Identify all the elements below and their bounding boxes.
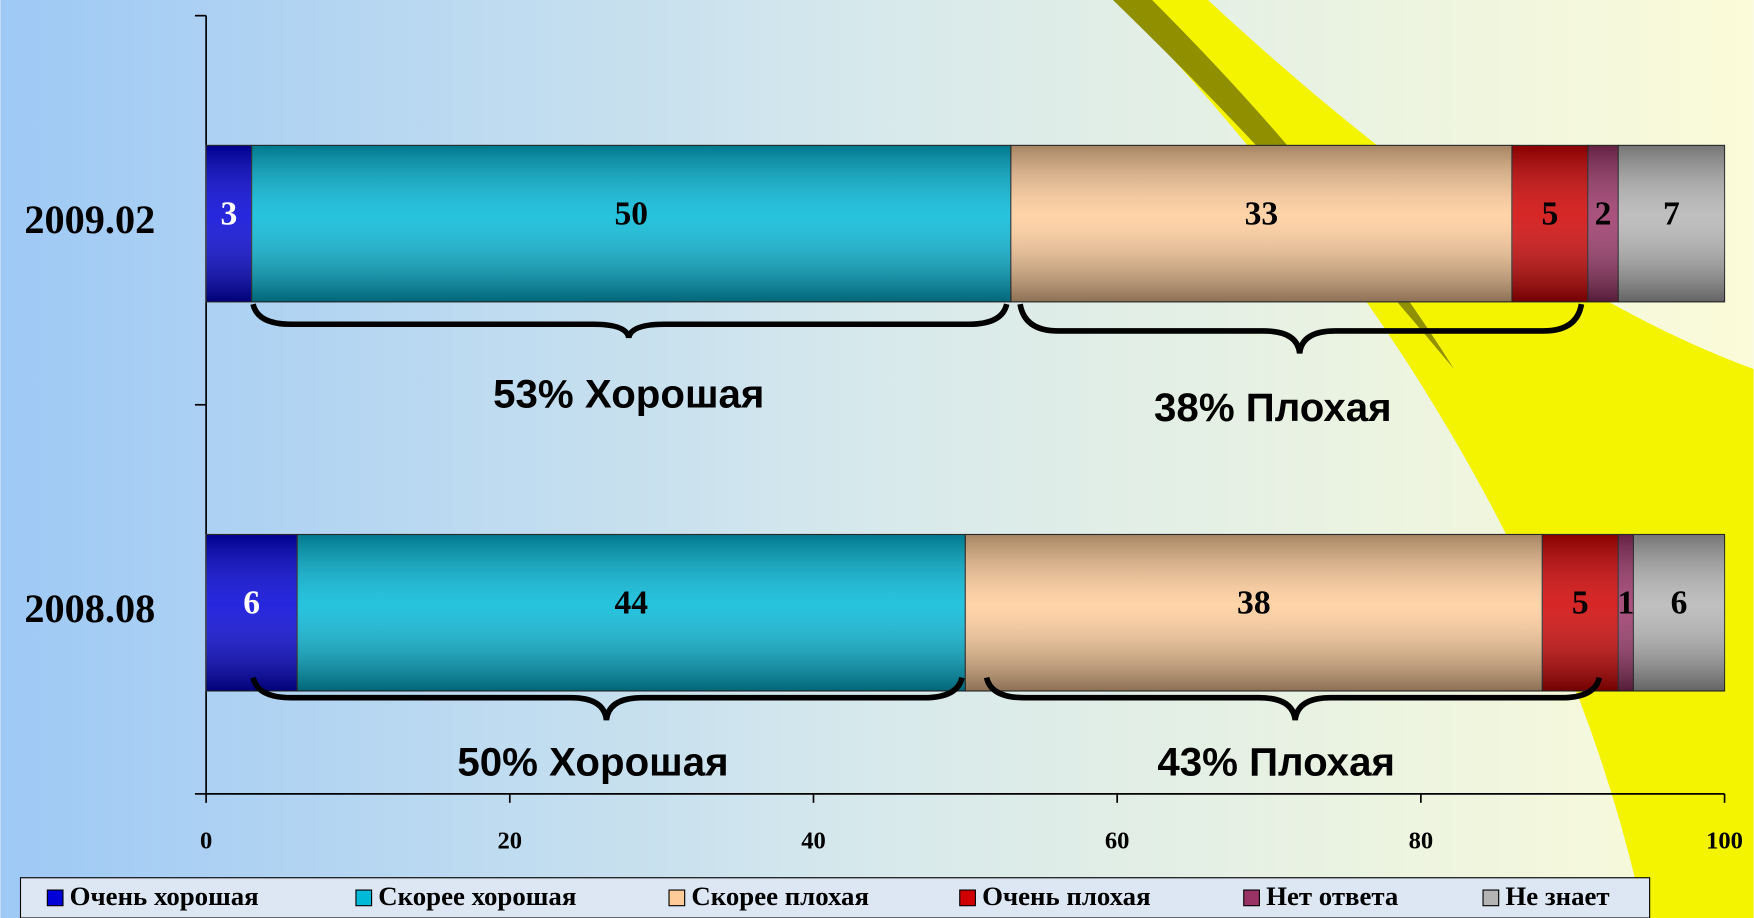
- legend-label: Скорее хорошая: [378, 881, 576, 911]
- data-label: 1: [1617, 585, 1634, 622]
- data-label: 33: [1245, 196, 1279, 233]
- x-tick-label: 80: [1409, 828, 1434, 855]
- legend-label: Скорее плохая: [691, 881, 869, 911]
- brace: [983, 676, 1603, 721]
- y-tick-label: 2009.02: [24, 197, 155, 242]
- x-tick-label: 0: [200, 828, 212, 855]
- brace: [250, 303, 1010, 339]
- annotation: 38% Плохая: [1154, 385, 1392, 430]
- legend-swatch: [959, 889, 976, 907]
- legend-label: Не знает: [1505, 881, 1609, 911]
- legend-box: [19, 877, 1651, 918]
- data-label: 50: [615, 196, 649, 233]
- data-label: 5: [1542, 196, 1559, 233]
- legend-swatch: [46, 889, 64, 907]
- data-label: 6: [243, 585, 260, 622]
- legend-swatch: [1243, 889, 1260, 907]
- legend: Очень хорошая Скорее хорошая Скорее плохая…: [46, 881, 1610, 911]
- legend-swatch: [1482, 889, 1500, 907]
- data-label: 38: [1237, 585, 1271, 622]
- x-tick-label: 100: [1706, 828, 1743, 855]
- data-label: 2: [1595, 196, 1612, 233]
- braces: [250, 303, 1603, 721]
- brace: [1017, 303, 1585, 354]
- data-label: 6: [1671, 585, 1688, 622]
- legend-label: Очень хорошая: [70, 881, 259, 911]
- annotation: 50% Хорошая: [457, 739, 728, 784]
- y-tick-label: 2008.08: [24, 586, 155, 631]
- x-tick-label: 20: [498, 828, 523, 855]
- data-label: 7: [1663, 196, 1680, 233]
- x-tick-label: 40: [801, 828, 826, 855]
- legend-label: Нет ответа: [1266, 881, 1399, 911]
- annotation: 53% Хорошая: [493, 372, 764, 417]
- legend-label: Очень плохая: [982, 881, 1151, 911]
- annotation: 43% Плохая: [1157, 739, 1395, 784]
- legend-swatch: [668, 889, 686, 907]
- x-tick-label: 60: [1105, 828, 1130, 855]
- data-label: 5: [1572, 585, 1589, 622]
- brace: [250, 676, 965, 721]
- legend-swatch: [355, 889, 373, 907]
- data-label: 3: [221, 196, 238, 233]
- data-label: 44: [615, 585, 649, 622]
